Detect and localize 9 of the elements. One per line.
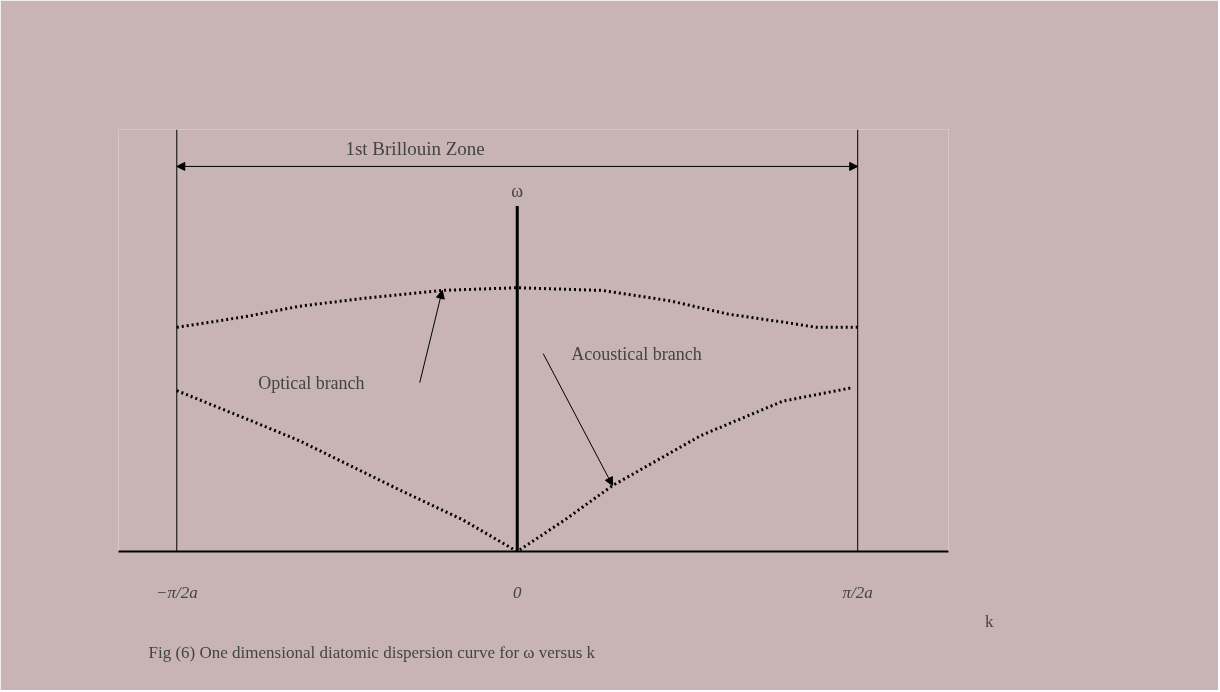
x-tick-label: 0 — [513, 582, 522, 602]
text: ω — [511, 180, 524, 201]
text: 1st Brillouin Zone — [345, 137, 485, 159]
x-tick-label: π/2a — [842, 582, 873, 602]
x-tick-label: −π/2a — [155, 582, 198, 602]
annotation: Acoustical branch — [571, 343, 702, 364]
annotation: Optical branch — [258, 372, 365, 393]
text: Fig (6) One dimensional diatomic dispersion curve for ω versus k — [148, 642, 596, 662]
x-axis-title: k — [985, 611, 994, 631]
